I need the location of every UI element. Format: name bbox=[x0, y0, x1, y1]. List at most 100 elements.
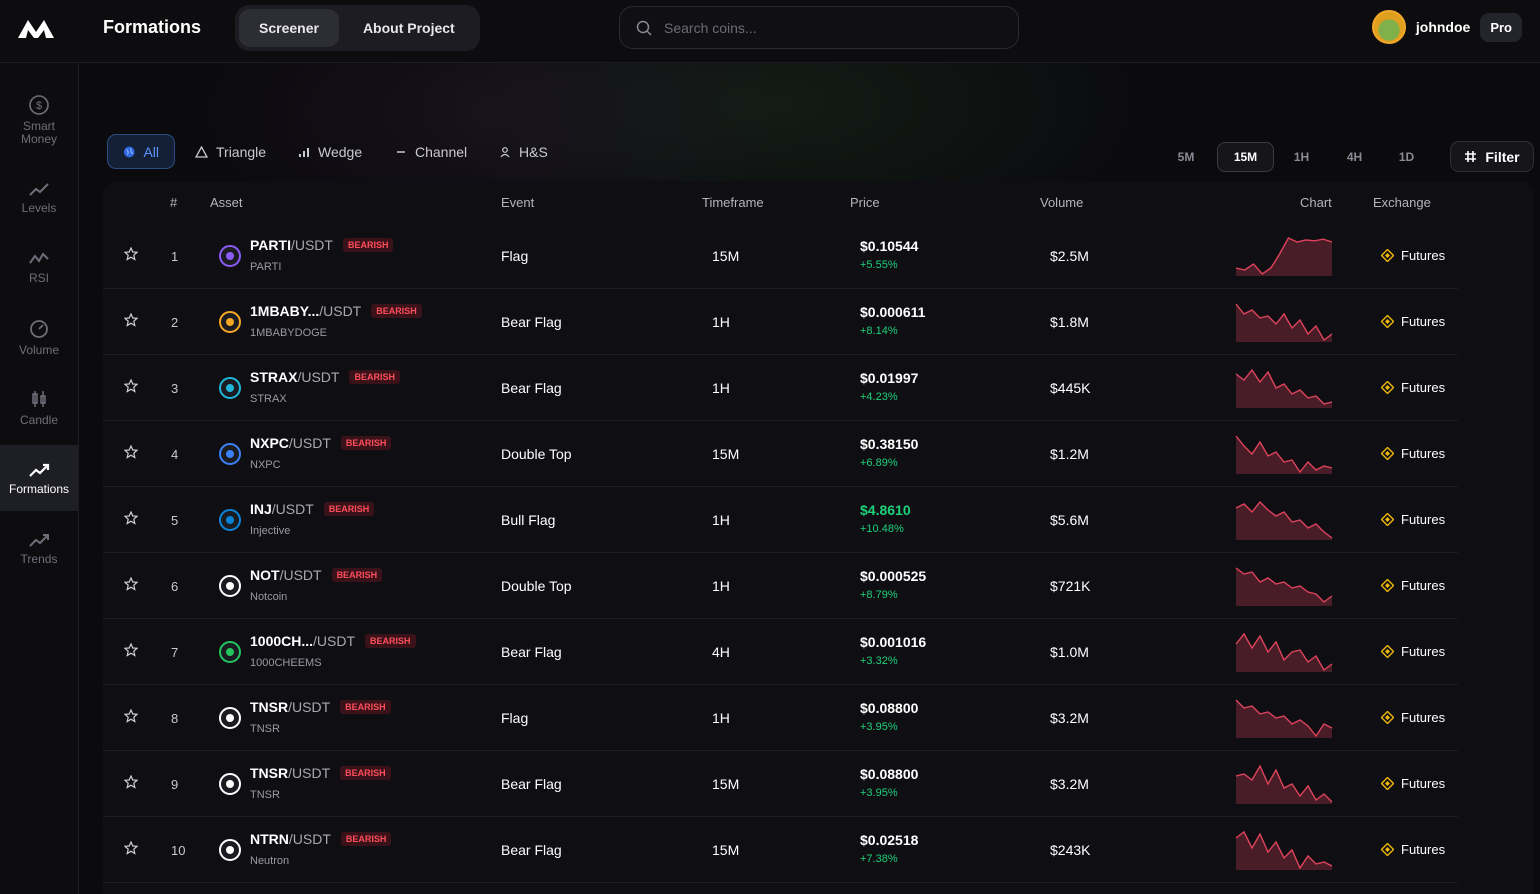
table-row[interactable]: 6 NOT/USDT BEARISH Notcoin Double Top 1H $0.00… bbox=[103, 553, 1458, 619]
pattern-filter-all[interactable]: All bbox=[107, 134, 175, 169]
table-row[interactable]: 4 NXPC/USDT BEARISH NXPC Double Top 15M $0.381… bbox=[103, 421, 1458, 487]
col-event[interactable]: Event bbox=[501, 195, 535, 210]
col-rank[interactable]: # bbox=[170, 195, 178, 210]
asset-symbol[interactable]: NTRN/USDT BEARISH bbox=[250, 831, 392, 847]
sidebar-item-levels[interactable]: Levels bbox=[0, 164, 78, 230]
asset-symbol[interactable]: TNSR/USDT BEARISH bbox=[250, 699, 391, 715]
col-asset[interactable]: Asset bbox=[210, 195, 243, 210]
sparkline-chart[interactable] bbox=[1235, 433, 1333, 475]
exchange-link[interactable]: Futures bbox=[1381, 578, 1445, 593]
star-icon[interactable] bbox=[124, 841, 138, 855]
exchange-link[interactable]: Futures bbox=[1381, 314, 1445, 329]
price-change: +8.14% bbox=[860, 325, 898, 337]
sparkline-chart[interactable] bbox=[1235, 367, 1333, 409]
exchange-link[interactable]: Futures bbox=[1381, 380, 1445, 395]
sidebar-item-candle[interactable]: Candle bbox=[0, 374, 78, 440]
star-icon[interactable] bbox=[124, 643, 138, 657]
minus-icon bbox=[397, 150, 405, 153]
timeframe-5m[interactable]: 5M bbox=[1177, 150, 1195, 164]
futures-diamond-icon bbox=[1381, 513, 1394, 526]
table-row[interactable]: 7 1000CH.../USDT BEARISH 1000CHEEMS Bear Fla… bbox=[103, 619, 1458, 685]
asset-symbol[interactable]: 1000CH.../USDT BEARISH bbox=[250, 633, 416, 649]
logo-icon[interactable] bbox=[16, 14, 60, 42]
star-icon[interactable] bbox=[124, 775, 138, 789]
sparkline-line bbox=[1235, 237, 1333, 275]
sidebar-item-trends[interactable]: Trends bbox=[0, 515, 78, 581]
col-exchange[interactable]: Exchange bbox=[1373, 195, 1431, 210]
sidebar-item-rsi[interactable]: RSI bbox=[0, 234, 78, 300]
table-row[interactable]: 8 TNSR/USDT BEARISH TNSR Flag 1H $0.08800 +3.95… bbox=[103, 685, 1458, 751]
sidebar-item-smart-money[interactable]: $ Smart Money bbox=[0, 87, 78, 153]
pattern-filter-label: All bbox=[143, 143, 159, 160]
timeframe: 1H bbox=[712, 710, 730, 726]
sparkline-chart[interactable] bbox=[1235, 565, 1333, 607]
timeframe-1d[interactable]: 1D bbox=[1398, 150, 1415, 164]
pattern-filter-triangle[interactable]: Triangle bbox=[180, 134, 281, 169]
timeframe-4h[interactable]: 4H bbox=[1346, 150, 1363, 164]
star-icon[interactable] bbox=[124, 313, 138, 327]
tab-screener[interactable]: Screener bbox=[239, 9, 339, 47]
col-price[interactable]: Price bbox=[850, 195, 880, 210]
sparkline-chart[interactable] bbox=[1235, 499, 1333, 541]
signal-badge: BEARISH bbox=[323, 502, 375, 516]
price-change: +5.55% bbox=[860, 259, 898, 271]
star-icon[interactable] bbox=[124, 379, 138, 393]
pattern-filter-hs[interactable]: H&S bbox=[484, 134, 563, 169]
exchange-link[interactable]: Futures bbox=[1381, 776, 1445, 791]
coin-name: Neutron bbox=[250, 855, 290, 867]
asset-symbol[interactable]: NOT/USDT BEARISH bbox=[250, 567, 383, 583]
signal-badge: BEARISH bbox=[349, 370, 400, 384]
asset-symbol[interactable]: PARTI/USDT BEARISH bbox=[250, 237, 394, 253]
asset-symbol[interactable]: 1MBABY.../USDT BEARISH bbox=[250, 303, 422, 319]
search-box[interactable] bbox=[619, 6, 1019, 49]
timeframe-15m[interactable]: 15M bbox=[1217, 142, 1274, 172]
star-icon[interactable] bbox=[124, 709, 138, 723]
search-input[interactable] bbox=[664, 19, 984, 36]
sparkline-chart[interactable] bbox=[1235, 631, 1333, 673]
tab-about-project[interactable]: About Project bbox=[362, 20, 455, 36]
table-row[interactable]: 1 PARTI/USDT BEARISH PARTI Flag 15M $0.10544 +5… bbox=[103, 223, 1458, 289]
rank: 1 bbox=[171, 249, 179, 264]
exchange-link[interactable]: Futures bbox=[1381, 842, 1445, 857]
sparkline-chart[interactable] bbox=[1235, 697, 1333, 739]
exchange-link[interactable]: Futures bbox=[1381, 446, 1445, 461]
user-menu[interactable]: johndoe Pro bbox=[1371, 10, 1522, 44]
table-row[interactable]: 2 1MBABY.../USDT BEARISH 1MBABYDOGE Bear Fla… bbox=[103, 289, 1458, 355]
asset-symbol[interactable]: TNSR/USDT BEARISH bbox=[250, 765, 391, 781]
star-icon[interactable] bbox=[124, 445, 138, 459]
exchange-link[interactable]: Futures bbox=[1381, 512, 1445, 527]
sparkline-chart[interactable] bbox=[1235, 829, 1333, 871]
price-change: +7.38% bbox=[860, 853, 898, 865]
timeframe-1h[interactable]: 1H bbox=[1293, 150, 1310, 164]
table-row[interactable]: 10 NTRN/USDT BEARISH Neutron Bear Flag 15M $0.… bbox=[103, 817, 1458, 883]
person-icon bbox=[500, 146, 510, 157]
symbol: TNSR bbox=[250, 699, 289, 715]
table-row[interactable]: 5 INJ/USDT BEARISH Injective Bull Flag 1H $4.8… bbox=[103, 487, 1458, 553]
sparkline-area bbox=[1236, 304, 1332, 342]
sidebar-item-formations[interactable]: Formations bbox=[0, 445, 78, 511]
symbol: STRAX bbox=[250, 369, 298, 385]
star-icon[interactable] bbox=[124, 511, 138, 525]
col-volume[interactable]: Volume bbox=[1040, 195, 1084, 210]
table-row[interactable]: 9 TNSR/USDT BEARISH TNSR Bear Flag 15M $0.0880… bbox=[103, 751, 1458, 817]
sparkline-chart[interactable] bbox=[1235, 301, 1333, 343]
filter-button[interactable]: Filter bbox=[1450, 141, 1534, 172]
exchange-link[interactable]: Futures bbox=[1381, 248, 1445, 263]
pattern-filter-wedge[interactable]: Wedge bbox=[283, 134, 377, 169]
exchange-link[interactable]: Futures bbox=[1381, 644, 1445, 659]
asset-symbol[interactable]: STRAX/USDT BEARISH bbox=[250, 369, 400, 385]
sparkline-chart[interactable] bbox=[1235, 763, 1333, 805]
asset-symbol[interactable]: INJ/USDT BEARISH bbox=[250, 501, 375, 517]
sidebar-item-volume[interactable]: Volume bbox=[0, 304, 78, 370]
col-timeframe[interactable]: Timeframe bbox=[702, 195, 764, 210]
volume: $445K bbox=[1050, 380, 1091, 396]
pattern-filter-channel[interactable]: Channel bbox=[380, 134, 482, 169]
avatar[interactable] bbox=[1371, 10, 1406, 44]
table-row[interactable]: 3 STRAX/USDT BEARISH STRAX Bear Flag 1H $0.019… bbox=[103, 355, 1458, 421]
asset-symbol[interactable]: NXPC/USDT BEARISH bbox=[250, 435, 392, 451]
exchange-link[interactable]: Futures bbox=[1381, 710, 1445, 725]
sparkline-chart[interactable] bbox=[1235, 235, 1333, 277]
star-icon[interactable] bbox=[124, 247, 138, 261]
exchange-label: Futures bbox=[1401, 710, 1446, 725]
star-icon[interactable] bbox=[124, 577, 138, 591]
